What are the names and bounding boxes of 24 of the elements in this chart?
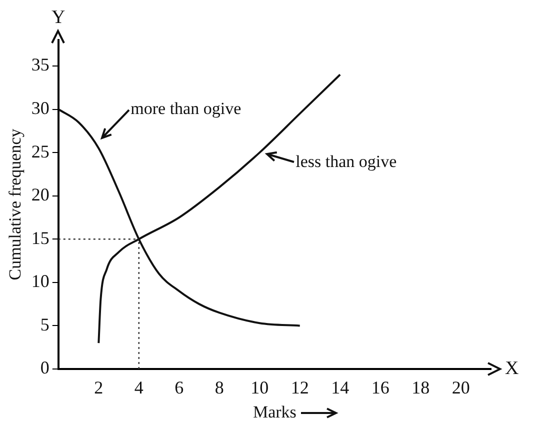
x-tick-label: 4 [134,378,144,398]
x-tick-label: 14 [331,378,350,398]
text: Y [52,6,66,28]
x-tick-label: 16 [371,378,390,398]
annotation: more than ogive [130,99,242,118]
y-tick-label: 25 [31,141,50,162]
text: X [505,358,519,379]
x-tick-label: 12 [290,378,309,398]
y-axis-title: Cumulative frequency [6,128,25,280]
y-tick-label: 35 [31,54,50,75]
x-tick-label: 6 [174,378,184,398]
x-tick-label: 20 [452,378,470,398]
y-tick-label: 10 [31,271,50,292]
x-tick-label: 10 [250,378,269,398]
y-tick-label: 5 [40,314,50,334]
y-tick-label: 30 [31,98,50,118]
x-tick-label: 2 [94,378,104,398]
x-axis-title: Marks [252,402,296,422]
y-tick-label: 15 [31,228,50,248]
y-tick-label: 0 [40,358,50,378]
x-tick-label: 8 [214,378,224,398]
annotation: less than ogive [296,152,397,171]
y-tick-label: 20 [31,184,50,205]
x-tick-label: 18 [412,378,430,398]
